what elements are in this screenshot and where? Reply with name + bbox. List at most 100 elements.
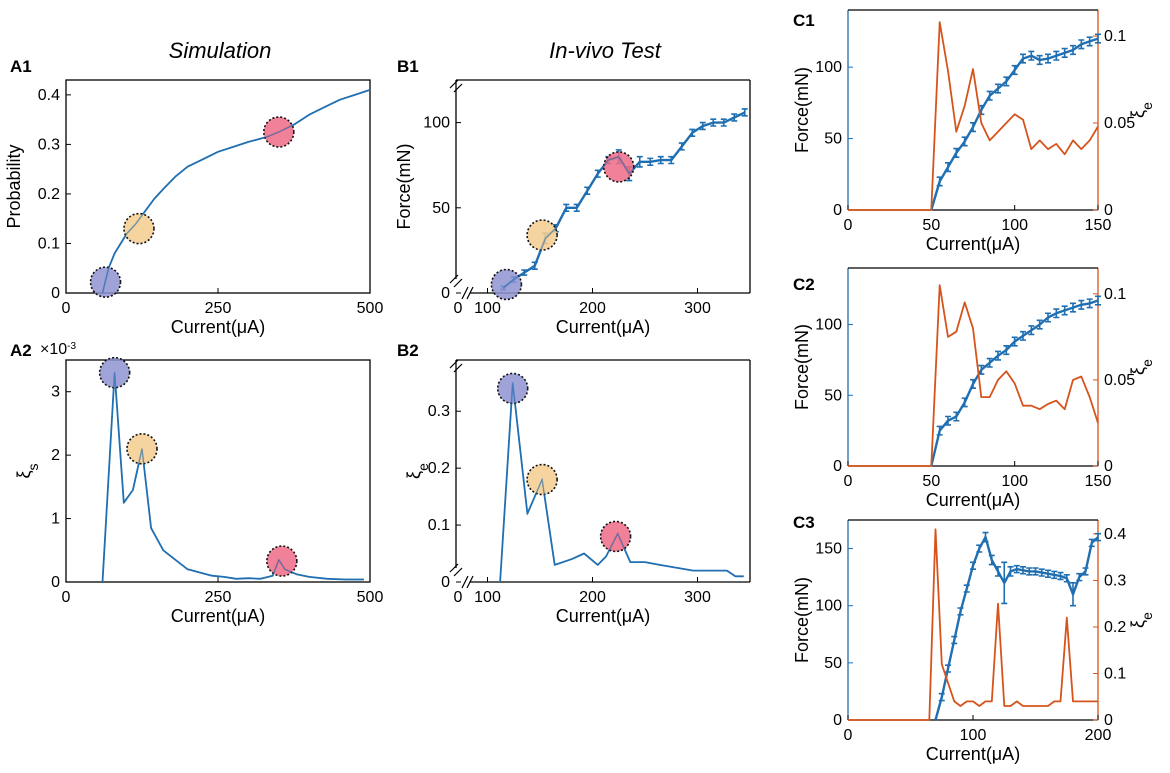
panel-label: B1: [397, 57, 419, 76]
x-axis-break: [461, 286, 474, 300]
y-right-axis-label: ξe: [1128, 102, 1155, 118]
x-tick-label: 250: [205, 589, 232, 606]
y-tick-label: 0: [833, 202, 842, 219]
marker-circle-purple: [490, 268, 523, 301]
y-right-tick-label: 0.4: [1104, 526, 1126, 543]
y-tick-label: 50: [824, 387, 842, 404]
y-tick-label: 0.3: [38, 136, 60, 153]
error-bar: [936, 176, 943, 187]
series-line-xi: [848, 284, 1099, 467]
y-tick-label: 100: [815, 598, 842, 615]
y-tick-label: 0.3: [428, 403, 450, 420]
y-axis-break: [449, 563, 463, 577]
error-bar: [1086, 298, 1093, 309]
y-right-axis-label: ξe: [1128, 359, 1155, 375]
series-line-main: [101, 89, 371, 294]
error-bar: [1078, 299, 1085, 310]
error-bar: [970, 122, 976, 133]
y-right-tick-label: 0.05: [1104, 115, 1135, 132]
y-tick-label: 0.1: [428, 517, 450, 534]
error-bar: [1061, 305, 1068, 316]
error-bar: [1020, 330, 1026, 341]
y-tick-label: 3: [51, 384, 60, 401]
error-bar: [1003, 344, 1010, 356]
y-tick-label: 50: [824, 131, 842, 148]
error-bar: [1061, 47, 1068, 58]
marker-circle-pink: [266, 545, 298, 577]
panel-b2: B2 100 200 300 00 0.1 0.2 0.3 Current(μA) ξe: [397, 341, 751, 626]
x-tick-label: 500: [357, 300, 384, 317]
error-bar: [1082, 567, 1089, 576]
x-tick-label: 300: [684, 589, 711, 606]
top-axis-break: [449, 79, 463, 93]
error-bar: [970, 378, 976, 390]
x-axis-break: [461, 575, 474, 589]
y-right-tick-label: 0.1: [1104, 286, 1126, 303]
panel-a1: A1 0 250 500 0 0.1 0.2 0.3 0.4 Current(μA) Probabi…: [4, 57, 383, 337]
error-bar: [957, 607, 964, 616]
marker-circle-yellow: [123, 212, 155, 245]
error-bar: [963, 584, 970, 593]
panel-label: A2: [10, 341, 32, 360]
panel-label: C3: [793, 513, 815, 532]
panel-c3: C30 100 20005010015000.10.20.30.4Current(μ…: [792, 513, 1155, 764]
y-axis-label: Force(mN): [792, 324, 812, 410]
error-bar: [1045, 569, 1051, 578]
series-line-overlay: [502, 111, 746, 289]
x-tick-label: 50: [922, 217, 940, 234]
exponent-label: ×10-3: [40, 341, 76, 359]
x-axis-label: Current(μA): [171, 317, 265, 337]
error-bar: [1038, 568, 1045, 577]
x-axis-label: Current(μA): [926, 490, 1020, 510]
error-bar: [961, 397, 968, 408]
y-right-tick-label: 0.1: [1104, 665, 1126, 682]
error-bar: [1053, 308, 1060, 319]
error-bar: [1036, 54, 1043, 66]
series-line-main: [930, 37, 1099, 211]
marker-circle-yellow: [526, 219, 558, 251]
series-line-overlay: [499, 382, 744, 583]
y-axis-break: [449, 274, 463, 288]
error-bar: [995, 350, 1001, 361]
series-line-main: [502, 111, 746, 289]
plot-frame: [65, 359, 371, 583]
x-tick-label: 200: [579, 589, 606, 606]
error-bar: [995, 566, 1001, 577]
error-bar: [1007, 566, 1014, 577]
y-axis-label: Force(mN): [792, 67, 812, 153]
error-bar: [1020, 566, 1026, 575]
error-bar: [1057, 571, 1064, 581]
heading-in-vivo: In-vivo Test: [549, 38, 662, 63]
x-tick-label: 100: [1001, 473, 1028, 490]
y-tick-label: 100: [815, 59, 842, 76]
error-bar: [1028, 50, 1035, 61]
x-tick-label: 200: [579, 300, 606, 317]
error-bar: [986, 357, 993, 368]
panel-label: C1: [793, 11, 815, 30]
error-bar: [1086, 36, 1093, 47]
error-bar: [1070, 582, 1076, 607]
error-bar: [1020, 53, 1026, 64]
x-tick-label: 150: [1085, 473, 1112, 490]
x-axis-label: Current(μA): [926, 234, 1020, 254]
panel-a2: A2 0 250 500 0 1 2 3 Current(μA) ξs ×10-3: [10, 341, 383, 627]
y-tick-label: 100: [423, 115, 450, 132]
x-origin-label: 0: [454, 300, 463, 317]
y-tick-label: 0: [833, 712, 842, 729]
error-bar: [976, 544, 983, 553]
y-tick-label: 1: [51, 511, 60, 528]
x-axis-label: Current(μA): [556, 317, 650, 337]
y-axis-label: Force(mN): [394, 144, 414, 230]
series-line-main: [934, 535, 1099, 721]
y-tick-label: 2: [51, 447, 60, 464]
error-bar: [1095, 295, 1101, 306]
x-tick-label: 100: [960, 727, 987, 744]
error-bar: [951, 635, 958, 645]
y-right-tick-label: 0: [1104, 202, 1113, 219]
y-tick-label: 0.2: [428, 460, 450, 477]
x-tick-label: 200: [1085, 727, 1112, 744]
y-axis-label: ξe: [404, 463, 431, 479]
error-bar: [953, 147, 960, 158]
error-bar: [1070, 302, 1076, 313]
error-bar: [1088, 538, 1095, 548]
